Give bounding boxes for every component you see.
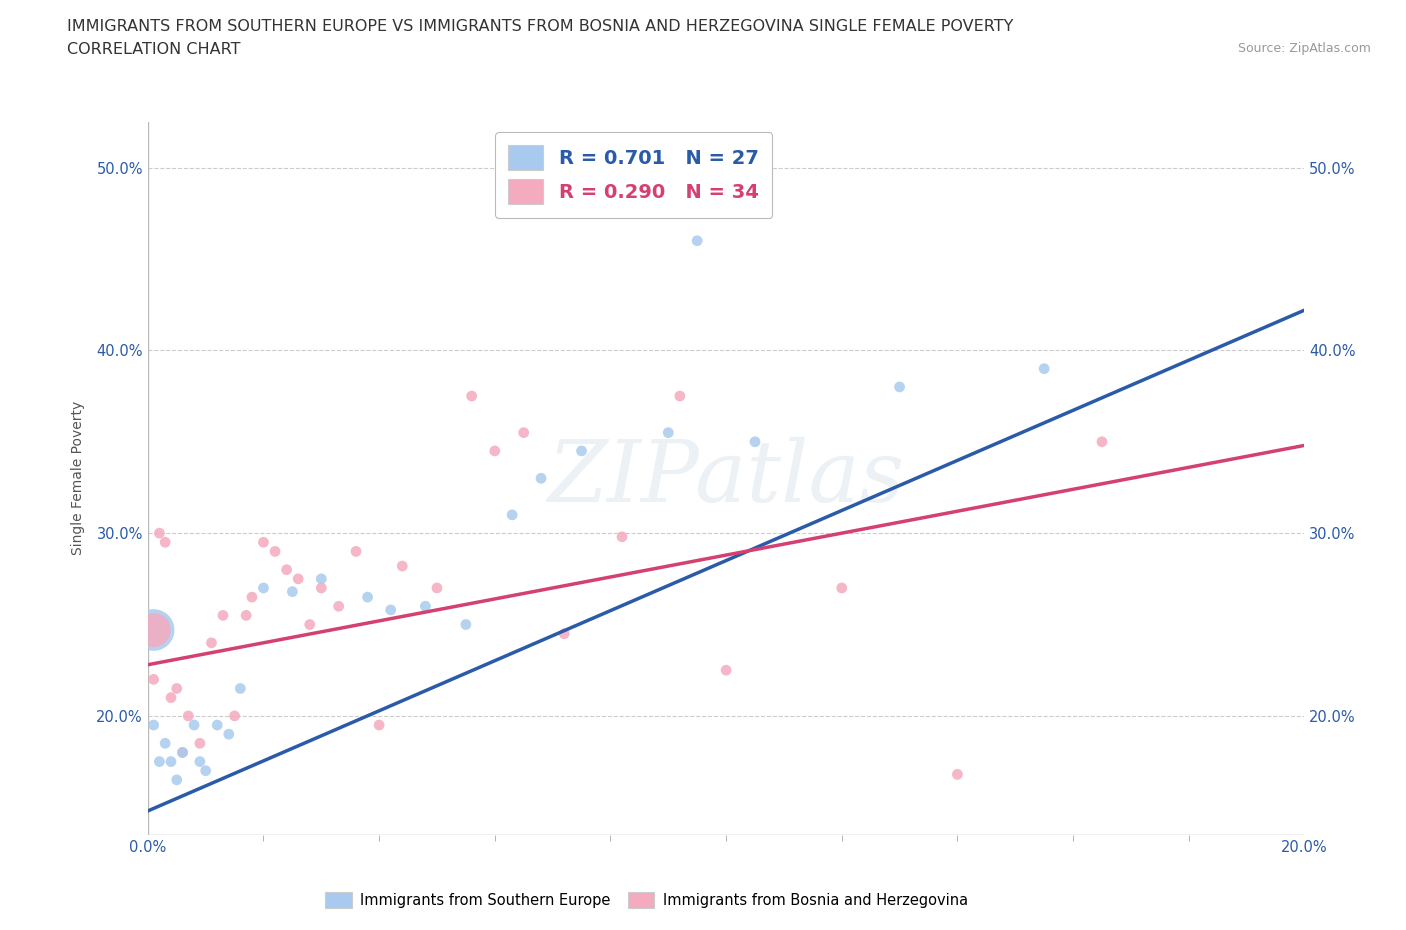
Point [177, 709, 200, 724]
Point [252, 580, 274, 595]
Point [460, 389, 482, 404]
Point [207, 718, 229, 733]
Point [276, 563, 298, 578]
Point [218, 726, 240, 741]
Point [553, 626, 575, 641]
Point [252, 535, 274, 550]
Point [281, 584, 304, 599]
Point [166, 773, 188, 788]
Point [344, 544, 367, 559]
Point [183, 718, 205, 733]
Point [686, 233, 709, 248]
Point [368, 718, 391, 733]
Point [153, 535, 176, 550]
Point [166, 681, 188, 696]
Point [188, 754, 211, 769]
Point [298, 618, 321, 632]
Point [212, 608, 235, 623]
Point [148, 525, 170, 540]
Point [610, 529, 633, 544]
Legend: R = 0.701   N = 27, R = 0.290   N = 34: R = 0.701 N = 27, R = 0.290 N = 34 [495, 132, 772, 218]
Point [240, 590, 263, 604]
Point [744, 434, 766, 449]
Point [172, 745, 194, 760]
Point [946, 767, 969, 782]
Point [142, 622, 165, 637]
Legend: Immigrants from Southern Europe, Immigrants from Bosnia and Herzegovina: Immigrants from Southern Europe, Immigra… [319, 886, 974, 913]
Text: IMMIGRANTS FROM SOUTHERN EUROPE VS IMMIGRANTS FROM BOSNIA AND HERZEGOVINA SINGLE: IMMIGRANTS FROM SOUTHERN EUROPE VS IMMIG… [67, 19, 1014, 33]
Point [229, 681, 252, 696]
Point [657, 425, 679, 440]
Point [264, 544, 287, 559]
Point [160, 690, 183, 705]
Point [1091, 434, 1114, 449]
Point [454, 618, 477, 632]
Point [1033, 361, 1056, 376]
Point [415, 599, 437, 614]
Point [889, 379, 911, 394]
Point [287, 571, 309, 586]
Point [200, 635, 222, 650]
Point [380, 603, 402, 618]
Point [142, 718, 165, 733]
Point [530, 471, 553, 485]
Point [831, 580, 853, 595]
Point [391, 559, 413, 574]
Point [194, 764, 217, 778]
Point [356, 590, 378, 604]
Point [571, 444, 593, 458]
Point [311, 580, 333, 595]
Point [160, 754, 183, 769]
Y-axis label: Single Female Poverty: Single Female Poverty [72, 401, 86, 555]
Point [142, 622, 165, 637]
Point [512, 425, 534, 440]
Point [224, 709, 246, 724]
Point [714, 663, 737, 678]
Point [153, 736, 176, 751]
Point [328, 599, 350, 614]
Point [172, 745, 194, 760]
Point [235, 608, 257, 623]
Point [188, 736, 211, 751]
Point [669, 389, 692, 404]
Point [484, 444, 506, 458]
Text: Source: ZipAtlas.com: Source: ZipAtlas.com [1237, 42, 1371, 55]
Point [142, 671, 165, 686]
Text: CORRELATION CHART: CORRELATION CHART [67, 42, 240, 57]
Point [311, 571, 333, 586]
Point [501, 508, 523, 523]
Point [148, 754, 170, 769]
Point [426, 580, 449, 595]
Text: ZIPatlas: ZIPatlas [547, 437, 904, 520]
